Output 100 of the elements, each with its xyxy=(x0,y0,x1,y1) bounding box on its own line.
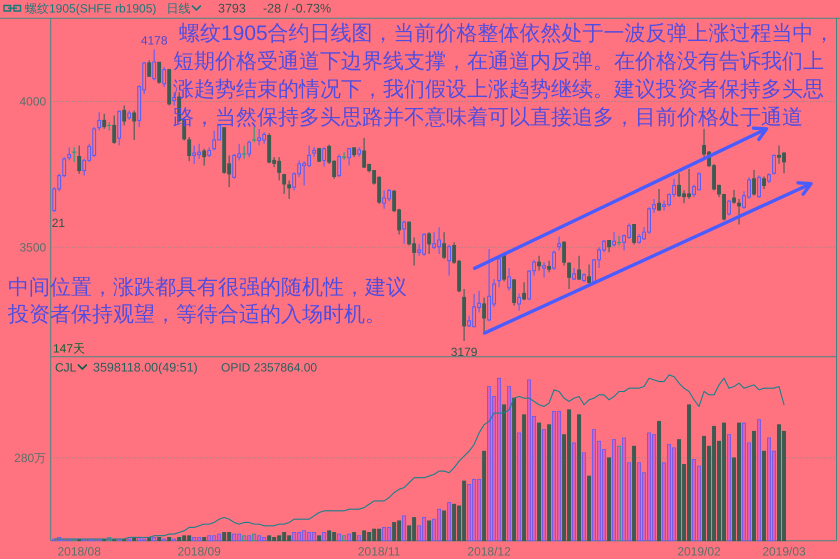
bar xyxy=(507,386,512,542)
candlestick xyxy=(132,110,136,140)
candlestick xyxy=(442,232,446,260)
y-tick-label: 3500 xyxy=(19,240,47,254)
bar xyxy=(357,535,362,542)
candlestick xyxy=(102,113,106,130)
candlestick xyxy=(582,272,586,283)
candlestick xyxy=(542,262,546,278)
candlestick xyxy=(97,112,102,132)
bar xyxy=(402,515,406,542)
candlestick xyxy=(167,68,172,106)
candlestick xyxy=(247,140,252,158)
candlestick xyxy=(342,152,347,160)
candlestick xyxy=(587,264,592,286)
bar xyxy=(152,536,156,542)
candlestick xyxy=(252,126,257,143)
candlestick xyxy=(122,104,126,126)
candlestick xyxy=(207,146,212,158)
candlestick xyxy=(427,232,432,255)
candlestick xyxy=(157,62,162,84)
bar xyxy=(317,535,322,542)
bar xyxy=(157,536,162,542)
text: OPID 2357864.00 xyxy=(221,360,318,374)
bar xyxy=(547,424,552,542)
bar xyxy=(607,457,612,542)
bar xyxy=(752,430,756,542)
text: CJL xyxy=(55,360,77,374)
bar xyxy=(757,419,762,542)
candlestick xyxy=(127,110,132,120)
candlestick xyxy=(616,235,622,246)
bar xyxy=(542,429,546,542)
candlestick xyxy=(732,189,736,204)
x-tick-label: 2018/09 xyxy=(177,544,222,559)
text: 3793 xyxy=(218,2,246,16)
candlestick xyxy=(162,66,166,88)
annotation: 4178 xyxy=(140,34,168,48)
candlestick xyxy=(612,232,616,248)
candlestick xyxy=(522,282,526,301)
candlestick xyxy=(757,174,761,199)
bar xyxy=(577,414,582,542)
bar xyxy=(202,536,206,542)
bar xyxy=(167,536,172,542)
candlestick xyxy=(737,198,741,226)
text: 3598118.00(49:51) xyxy=(93,360,198,374)
candlestick xyxy=(202,148,206,166)
candlestick xyxy=(482,296,486,334)
x-tick-label: 2018/11 xyxy=(358,544,401,559)
y-tick-label: 4000 xyxy=(19,94,47,108)
candlestick xyxy=(147,60,152,78)
candlestick xyxy=(727,199,731,216)
x-tick-label: 2019/02 xyxy=(677,544,722,559)
bar xyxy=(442,510,446,542)
candlestick xyxy=(447,244,452,276)
candlestick xyxy=(572,267,576,281)
bar xyxy=(657,420,662,542)
chart-title: 螺纹1905(SHFE rb1905) xyxy=(25,2,156,16)
bar xyxy=(572,442,576,542)
candlestick xyxy=(657,188,661,212)
candlestick xyxy=(282,173,286,194)
bar xyxy=(502,404,506,542)
bar xyxy=(582,452,586,542)
annotation: 3179 xyxy=(450,344,478,359)
candlestick xyxy=(607,239,612,253)
candlestick xyxy=(337,154,342,178)
candlestick xyxy=(752,169,756,196)
candlestick xyxy=(632,223,636,246)
candlestick xyxy=(187,136,192,162)
bar xyxy=(522,414,526,542)
chart-subtitle: 日线 xyxy=(166,2,190,16)
candlestick xyxy=(317,147,322,163)
text: -28 / -0.73% xyxy=(263,2,332,16)
annotation: 21 xyxy=(52,216,66,230)
candlestick xyxy=(106,122,112,132)
candlestick xyxy=(547,260,552,273)
bar xyxy=(762,450,766,542)
candlestick xyxy=(112,114,116,144)
bar xyxy=(512,398,516,542)
annotation: 147天 xyxy=(53,342,86,356)
candlestick xyxy=(497,256,502,288)
candlestick xyxy=(67,146,72,161)
bar xyxy=(427,520,432,542)
candlestick xyxy=(567,262,572,290)
candlestick xyxy=(517,292,522,312)
candlestick xyxy=(322,146,326,168)
bar xyxy=(447,502,452,542)
candlestick xyxy=(72,146,77,163)
bar xyxy=(352,532,356,542)
candlestick xyxy=(312,146,316,158)
candlestick xyxy=(152,48,156,81)
candlestick xyxy=(562,240,566,266)
candlestick xyxy=(772,154,776,176)
candlestick xyxy=(512,278,516,306)
candlestick xyxy=(402,220,406,244)
bar xyxy=(322,532,326,542)
bar xyxy=(482,450,486,542)
x-tick-label: 2019/03 xyxy=(762,544,806,559)
candlestick xyxy=(557,236,562,252)
x-tick-label: 2018/12 xyxy=(467,544,512,559)
candlestick xyxy=(357,146,362,158)
candlestick xyxy=(347,147,352,166)
